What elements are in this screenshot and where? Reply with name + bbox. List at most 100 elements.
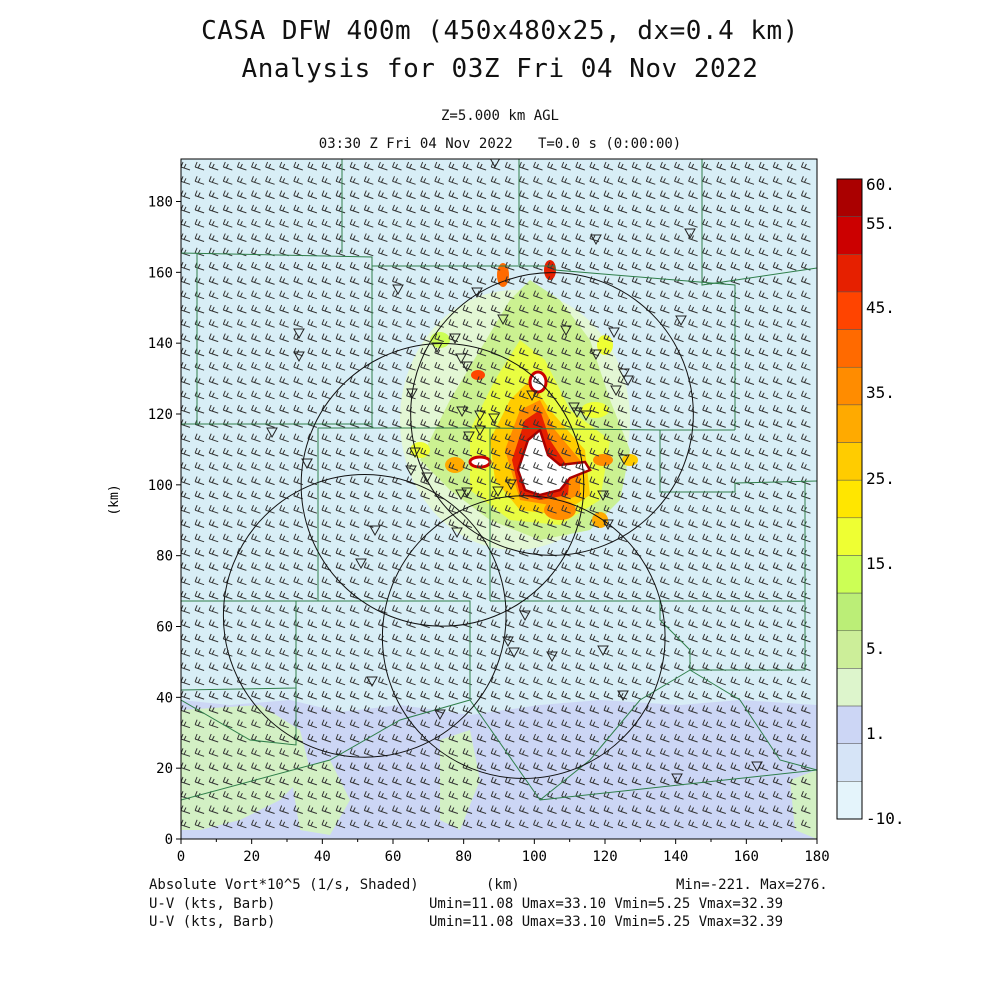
time-label: 03:30 Z Fri 04 Nov 2022 T=0.0 s (0:00:00… [0, 136, 1000, 152]
x-tick-label: 180 [804, 849, 829, 865]
y-axis: 0 20 40 60 80 100 120 140 160 180 [148, 195, 181, 848]
radar-range-ring [410, 272, 694, 556]
site-marker [455, 353, 467, 365]
site-marker [580, 410, 592, 422]
colorbar-swatch [836, 479, 863, 519]
site-marker [266, 427, 278, 439]
site-marker [610, 385, 622, 397]
site-marker [456, 406, 468, 418]
site-marker [421, 472, 433, 484]
site-marker [463, 431, 475, 443]
site-marker [597, 645, 609, 657]
site-marker [497, 314, 509, 326]
plot-title: CASA DFW 400m (450x480x25, dx=0.4 km) [201, 16, 799, 46]
colorbar-swatch [836, 705, 863, 744]
site-marker [590, 234, 602, 246]
sim-time: T=0.0 s (0:00:00) [537, 136, 682, 152]
colorbar-label: 60. [866, 175, 895, 194]
site-marker [546, 651, 558, 663]
site-marker [471, 287, 483, 299]
site-marker [431, 342, 443, 354]
radar-range-ring [300, 343, 585, 627]
site-marker [455, 489, 467, 501]
site-marker [608, 327, 620, 339]
x-tick-label: 0 [177, 849, 185, 865]
colorbar-swatch [836, 630, 863, 669]
site-marker [301, 458, 313, 470]
x-tick-label: 40 [314, 849, 331, 865]
site-marker [406, 388, 418, 400]
x-axis: 0 20 40 60 80 100 120 140 160 180 [177, 839, 830, 865]
x-tick-label: 80 [455, 849, 472, 865]
site-marker [474, 425, 486, 437]
site-marker [405, 465, 417, 477]
min-max-values: Min=-221. Max=276. [676, 877, 828, 893]
site-marker [434, 709, 446, 721]
y-tick-label: 100 [148, 478, 173, 494]
map-field [181, 159, 817, 839]
x-tick-label: 20 [243, 849, 260, 865]
field-label: Absolute Vort*10^5 (1/s, Shaded) [149, 877, 419, 893]
site-marker [617, 690, 629, 702]
colorbar-swatch [836, 592, 863, 632]
site-marker [502, 636, 514, 648]
colorbar-swatch [836, 555, 863, 594]
shade-green-s [290, 760, 350, 835]
colorbar-swatch [836, 178, 863, 217]
y-tick-label: 180 [148, 195, 173, 211]
x-tick-label: 120 [592, 849, 617, 865]
colorbar-label: 5. [866, 639, 885, 658]
y-axis-label: (km) [107, 484, 122, 515]
site-marker [392, 284, 404, 296]
colorbar-swatch [836, 781, 863, 820]
colorbar-swatch [836, 329, 863, 368]
radar-range-ring [381, 495, 666, 779]
site-marker [590, 349, 602, 361]
site-marker [618, 368, 630, 380]
y-tick-label: 40 [156, 690, 173, 706]
site-marker [675, 315, 687, 327]
y-tick-label: 20 [156, 761, 173, 777]
plot-subtitle: Analysis for 03Z Fri 04 Nov 2022 [241, 54, 759, 84]
wind-label-2: U-V (kts, Barb) [149, 914, 276, 930]
site-marker [355, 558, 367, 570]
colorbar-swatch [836, 668, 863, 707]
colorbar-label: 55. [866, 214, 895, 233]
colorbar-label: -10. [866, 809, 905, 828]
site-marker [461, 361, 473, 373]
colorbar-label: 1. [866, 724, 885, 743]
site-marker [505, 479, 517, 491]
site-marker [519, 610, 531, 622]
site-marker [508, 647, 520, 659]
y-tick-label: 160 [148, 265, 173, 281]
site-marker [622, 375, 634, 387]
site-marker [451, 527, 463, 539]
site-marker [560, 325, 572, 337]
x-axis-label: (km) [486, 877, 520, 893]
colorbar-swatch [836, 517, 863, 556]
colorbar-swatch [836, 366, 863, 406]
wind-label-1: U-V (kts, Barb) [149, 896, 276, 912]
colorbar-swatch [836, 442, 863, 481]
site-marker [597, 490, 609, 502]
y-tick-label: 80 [156, 549, 173, 565]
wind-stats-2: Umin=11.08 Umax=33.10 Vmin=5.25 Vmax=32.… [429, 914, 784, 930]
site-marker [684, 228, 696, 240]
site-marker [293, 328, 305, 340]
colorbar-label: 15. [866, 554, 895, 573]
colorbar-frame [836, 178, 863, 820]
colorbar-label: 25. [866, 469, 895, 488]
county-boundaries [181, 159, 817, 801]
colorbar: 60. 55. 45. 35. 25. 15. 5. 1. -10. [836, 175, 905, 828]
site-marker [618, 454, 630, 466]
level-label: Z=5.000 km AGL [440, 108, 559, 124]
radar-range-rings [222, 272, 694, 779]
y-tick-label: 120 [148, 407, 173, 423]
shade-green-sw [181, 705, 310, 830]
radar-range-ring [222, 474, 507, 758]
site-marker [293, 351, 305, 363]
site-marker [366, 676, 378, 688]
colorbar-swatch [836, 291, 863, 330]
shade-green-s2 [440, 730, 480, 830]
